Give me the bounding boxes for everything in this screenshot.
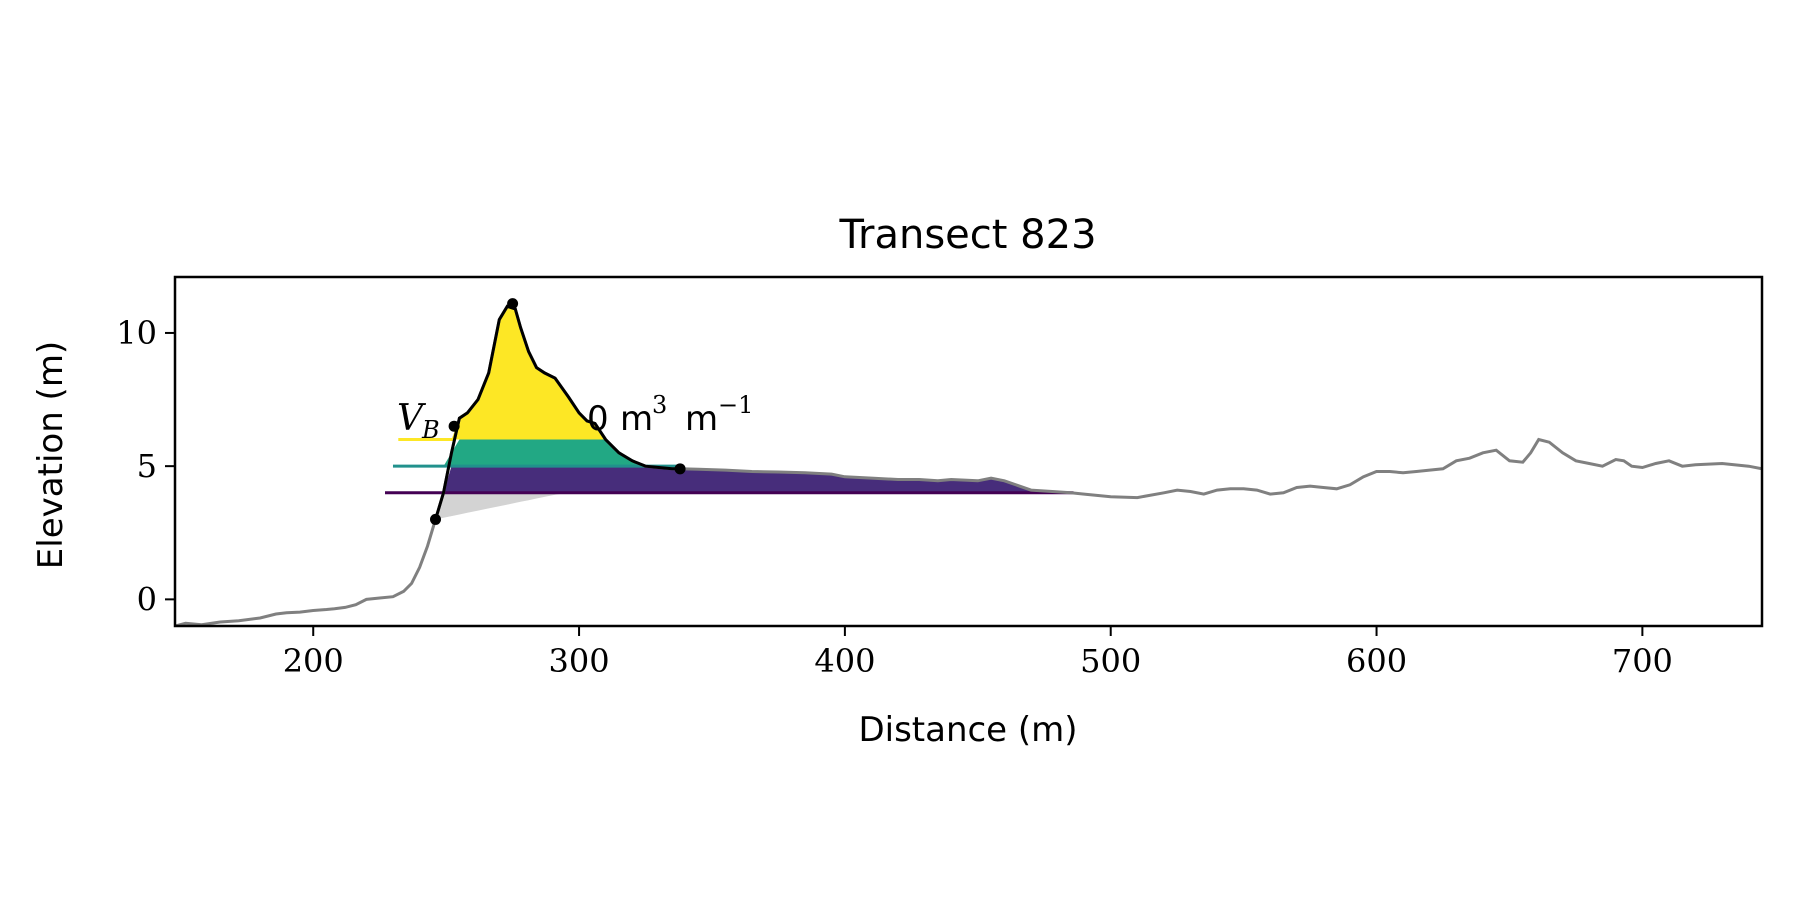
x-tick-label: 300 xyxy=(549,642,610,680)
y-tick-label: 10 xyxy=(116,314,157,352)
x-tick-label: 400 xyxy=(814,642,875,680)
fill-band-4-5m xyxy=(435,466,1074,493)
dune-toe-point xyxy=(430,513,442,525)
volume-annotation: V B 0 m 3 m −1 xyxy=(397,391,753,444)
x-tick-label: 200 xyxy=(283,642,344,680)
plot-area xyxy=(175,298,1762,626)
plot-frame xyxy=(173,275,1764,628)
x-tick-label: 500 xyxy=(1080,642,1141,680)
annotation-value: 0 xyxy=(587,399,609,439)
dune-back-point xyxy=(674,463,686,475)
annotation-unit-a-exponent: 3 xyxy=(652,391,667,419)
dune-heel-point xyxy=(448,420,460,432)
x-axis-label: Distance (m) xyxy=(858,710,1077,750)
annotation-unit-b: m xyxy=(685,399,718,439)
annotation-subscript: B xyxy=(421,416,440,444)
annotation-unit-a: m xyxy=(620,399,653,439)
fill-band-5-6m xyxy=(435,439,681,467)
dune-crest-point xyxy=(507,298,519,310)
profile-line xyxy=(175,304,1762,626)
y-tick-label: 0 xyxy=(137,580,157,618)
y-axis-label: Elevation (m) xyxy=(31,341,71,569)
x-axis: 200 300 400 500 600 700 xyxy=(283,626,1673,680)
y-axis: 0 5 10 xyxy=(116,314,175,618)
annotation-variable: V xyxy=(397,398,427,439)
dune-line xyxy=(434,304,681,520)
fill-below-4m xyxy=(435,492,1074,520)
x-tick-label: 600 xyxy=(1346,642,1407,680)
annotation-unit-b-exponent: −1 xyxy=(718,391,753,419)
chart-title: Transect 823 xyxy=(838,212,1096,258)
y-tick-label: 5 xyxy=(137,447,157,485)
x-tick-label: 700 xyxy=(1612,642,1673,680)
